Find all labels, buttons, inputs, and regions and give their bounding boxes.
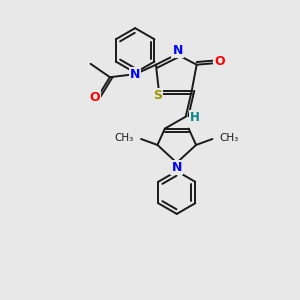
Text: O: O <box>89 92 100 104</box>
Text: N: N <box>172 44 183 57</box>
Text: O: O <box>214 55 225 68</box>
Text: CH₃: CH₃ <box>220 133 239 142</box>
Text: S: S <box>153 89 162 102</box>
Text: CH₃: CH₃ <box>114 133 134 142</box>
Text: H: H <box>190 111 200 124</box>
Text: N: N <box>130 68 140 81</box>
Text: N: N <box>172 161 182 174</box>
